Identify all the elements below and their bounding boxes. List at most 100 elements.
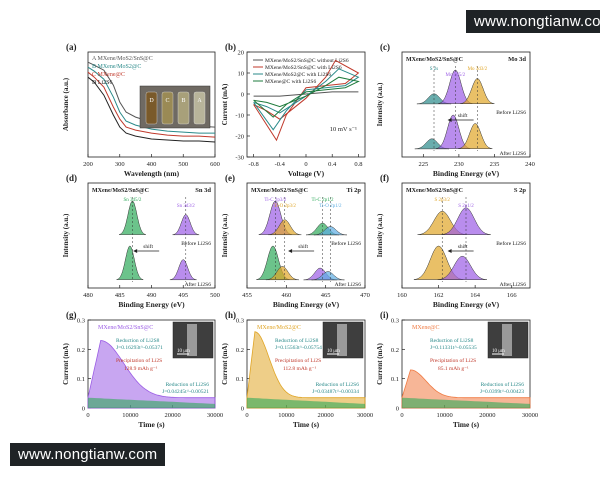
panel-4-xtick-label: 460	[281, 292, 291, 299]
panel-i-scalebar-label: 10 μm	[492, 349, 505, 354]
panel-3-xtick-label: 485	[115, 292, 125, 299]
panel-b-series-3	[253, 76, 360, 118]
panel-a-legend-1: B MXene/MoS2@C	[92, 64, 141, 70]
panel-a-vial-label-2: B	[181, 98, 185, 104]
panel-g-ann-2: Precipitation of Li2S	[116, 357, 162, 364]
panel-6-xlabel: Time (s)	[138, 420, 165, 429]
panel-g-ann-3: 128.9 mAh g⁻¹	[124, 366, 158, 372]
panel-c-shift-label: shift	[458, 112, 468, 119]
panel-e-shift-arrowhead	[288, 249, 293, 253]
panel-a-vial-label-1: C	[165, 98, 169, 104]
panel-d-shift-arrowhead	[133, 249, 138, 253]
panel-7-xtick-label: 10000	[278, 412, 294, 419]
panel-i-ann-2: Precipitation of Li2S	[430, 357, 476, 364]
panel-g-ann-4: Reduction of Li2S6	[166, 381, 210, 388]
panel-3-letter: (d)	[66, 173, 77, 183]
panel-2-xtick-label: 230	[454, 161, 464, 168]
panel-8-ytick-label: 0	[396, 406, 399, 413]
panel-8-xtick-label: 10000	[437, 412, 453, 419]
panel-1-ytick-label: -30	[235, 155, 244, 162]
panel-1-xtick-label: 0	[304, 161, 307, 168]
panel-i-ann-1: J=0.11331t^-0.05535	[430, 345, 477, 351]
panel-1-xtick-label: 0.4	[328, 161, 337, 168]
panel-h-sample: MXene/MoS2@C	[257, 325, 301, 331]
panel-5-letter: (f)	[380, 173, 389, 183]
panel-c-peak-label-1: Mo 3d5/2	[446, 73, 466, 78]
panel-3-xtick-label: 500	[210, 292, 220, 299]
panel-f-after-peak-1	[437, 255, 488, 280]
panel-b-scanrate: 10 mV s⁻¹	[330, 126, 357, 133]
panel-1-xtick-label: -0.4	[275, 161, 286, 168]
panel-b-series-1	[253, 59, 360, 142]
panel-c-peak-label-0: S 2s	[430, 67, 439, 72]
panel-h-ann-5: J=0.03487t^-0.00334	[312, 389, 359, 395]
panel-d-title: Sn 3d	[195, 187, 211, 194]
panel-e-peak-label-0: Ti-C 2p3/2	[264, 198, 286, 203]
panel-d-peak-label-1: Sn 3d3/2	[177, 204, 195, 209]
panel-4-xtick-label: 455	[242, 292, 252, 299]
panel-e-shift-label: shift	[298, 243, 308, 250]
panel-e-after-peak-1	[265, 266, 299, 281]
panel-6-ylabel: Current (mA)	[62, 343, 70, 385]
panel-d-before-peak-1	[172, 214, 200, 236]
panel-0-ylabel: Absorbance (a.u.)	[62, 77, 70, 131]
panel-b-series-2	[253, 68, 360, 131]
panel-5-ylabel: Intensity (a.u.)	[376, 213, 384, 257]
watermark-bottom: www.nongtianw.com	[10, 443, 166, 466]
panel-g-ann-5: J=0.04245t^-0.00521	[162, 389, 209, 395]
panel-h-ann-2: Precipitation of Li2S	[275, 357, 321, 364]
panel-1-ytick-label: -20	[235, 134, 244, 141]
panel-b-series-0	[253, 91, 359, 97]
panel-c-shift-arrowhead	[447, 118, 452, 122]
panel-f-peak-label-1: S 2p1/2	[458, 204, 474, 209]
panel-3-frame	[87, 182, 216, 289]
panel-b-legend-1: MXene/MoS2/SnS@C with Li2S6	[265, 65, 342, 71]
panel-c-title: Mo 3d	[508, 56, 526, 63]
panel-1-ytick-label: 10	[238, 71, 245, 78]
panel-5-xlabel: Binding Energy (eV)	[433, 300, 500, 309]
panel-e-peak-label-2: Ti-C 2p1/2	[312, 198, 334, 203]
panel-8-ytick-label: 0.1	[391, 376, 399, 383]
panel-a-vial-2	[177, 91, 190, 125]
panel-f-sample: MXene/MoS2/SnS@C	[406, 188, 463, 194]
panel-8-xtick-label: 30000	[522, 412, 538, 419]
panel-i-ann-3: 85.1 mAh g⁻¹	[438, 366, 469, 372]
panel-f-title: S 2p	[514, 187, 526, 194]
panel-0-xtick-label: 400	[147, 161, 157, 168]
panel-3-xtick-label: 480	[83, 292, 93, 299]
panel-6-xtick-label: 10000	[122, 412, 138, 419]
panel-3-xtick-label: 495	[178, 292, 188, 299]
panel-d-before-label: Before Li2S6	[181, 240, 211, 247]
panel-5-xtick-label: 164	[470, 292, 481, 299]
panel-8-letter: (i)	[380, 310, 389, 320]
panel-c-before-label: Before Li2S6	[496, 109, 526, 116]
panel-f-shift-label: shift	[458, 243, 468, 250]
panel-a-vial-label-3: A	[197, 98, 202, 104]
panel-e-before-label: Before Li2S6	[331, 240, 361, 247]
panel-0-xtick-label: 600	[210, 161, 220, 168]
panel-2-xtick-label: 240	[525, 161, 535, 168]
panel-i-sample: MXene@C	[412, 325, 440, 331]
panel-3-xlabel: Binding Energy (eV)	[118, 300, 185, 309]
panel-7-xtick-label: 0	[245, 412, 248, 419]
panel-d-after-peak-1	[169, 259, 197, 281]
panel-c-peak-label-2: Mo 3d3/2	[468, 67, 488, 72]
panel-7-ytick-label: 0.3	[236, 318, 244, 325]
panel-7-letter: (h)	[225, 310, 236, 320]
panel-1-letter: (b)	[225, 42, 236, 52]
panel-e-sample: MXene/MoS2/SnS@C	[251, 188, 308, 194]
panel-b-legend-0: MXene/MoS2/SnS@C without Li2S6	[265, 58, 349, 64]
panel-g-ann-1: J=0.16293t^-0.05371	[116, 345, 163, 351]
panel-2-xlabel: Binding Energy (eV)	[433, 169, 500, 178]
panel-e-title: Ti 2p	[346, 187, 361, 194]
panel-0-xlabel: Wavelength (nm)	[124, 169, 180, 178]
panel-0-xtick-label: 200	[83, 161, 93, 168]
panel-i-ann-5: J=0.0399t^-0.00423	[480, 389, 524, 395]
panel-a-vial-0	[145, 91, 158, 125]
panel-1-ytick-label: 0	[241, 92, 244, 99]
panel-d-after-peak-0	[116, 245, 144, 280]
panel-a-vial-label-0: D	[149, 98, 154, 104]
panel-3-ylabel: Intensity (a.u.)	[62, 213, 70, 257]
panel-5-xtick-label: 166	[507, 292, 518, 299]
